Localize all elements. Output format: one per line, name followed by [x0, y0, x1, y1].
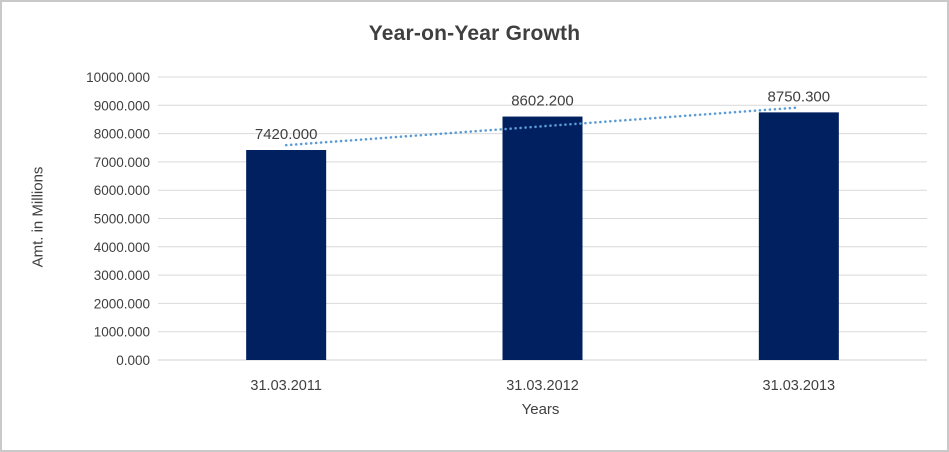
x-axis-title: Years: [521, 401, 560, 418]
bar: [502, 116, 583, 360]
x-tick-label: 31.03.2013: [763, 378, 836, 394]
y-tick-label: 5000.000: [94, 212, 150, 227]
x-tick-label: 31.03.2011: [250, 378, 322, 394]
y-tick-label: 6000.000: [94, 183, 150, 198]
y-tick-label: 0.000: [116, 353, 150, 368]
y-tick-label: 4000.000: [94, 240, 150, 255]
bar: [246, 150, 327, 360]
y-tick-label: 8000.000: [94, 127, 150, 142]
bar: [758, 112, 839, 360]
y-tick-label: 3000.000: [94, 268, 150, 283]
data-label: 7420.000: [255, 126, 318, 143]
y-tick-label: 9000.000: [94, 98, 150, 113]
chart-title: Year-on-Year Growth: [368, 22, 581, 45]
trendline: [284, 106, 801, 147]
y-tick-label: 1000.000: [94, 325, 150, 340]
x-tick-label: 31.03.2012: [506, 378, 579, 394]
y-tick-label: 7000.000: [94, 155, 150, 170]
data-label: 8750.300: [768, 88, 831, 105]
data-label: 8602.200: [511, 93, 574, 110]
y-tick-label: 10000.000: [86, 70, 150, 85]
y-tick-label: 2000.000: [94, 296, 150, 311]
